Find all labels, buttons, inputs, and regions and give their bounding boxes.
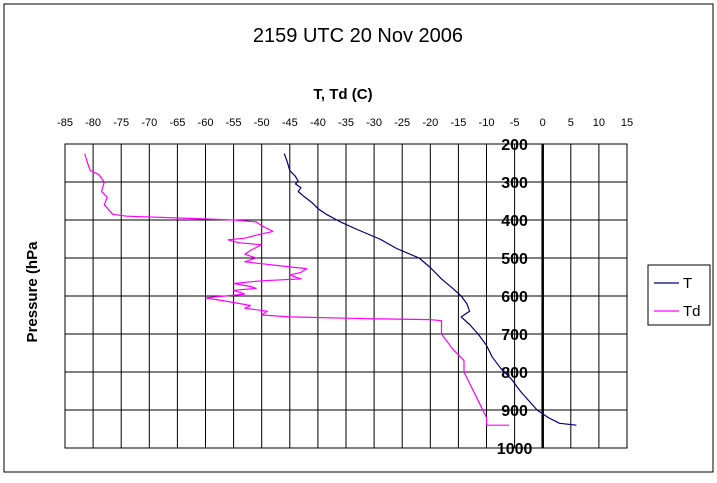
x-tick-label: -65 [169,117,185,129]
y-tick-label: 600 [501,289,528,306]
series-line-t [283,153,577,426]
x-tick-label: -20 [422,117,438,129]
y-tick-label: 400 [501,213,528,230]
x-tick-label: -25 [394,117,410,129]
gridlines [65,144,627,448]
x-tick-label: 0 [540,117,546,129]
y-tick-label: 500 [501,251,528,268]
chart-title: 2159 UTC 20 Nov 2006 [253,25,463,47]
x-axis-title: T, Td (C) [313,86,372,103]
y-tick-labels: 200 300 400 500 600 700 800 900 1000 [497,137,533,458]
y-tick-label: 700 [501,327,528,344]
x-tick-label: -35 [338,117,354,129]
x-tick-label: -50 [254,117,270,129]
x-tick-label: -10 [479,117,495,129]
legend: T Td [647,264,711,326]
x-tick-label: -45 [282,117,298,129]
y-axis-title: Pressure (hPa [24,241,41,343]
legend-label-t: T [683,275,692,292]
x-tick-label: -80 [85,117,101,129]
y-tick-label: 300 [501,175,528,192]
legend-label-td: Td [683,303,701,320]
y-tick-label: 200 [501,137,528,154]
x-tick-label: -30 [366,117,382,129]
x-tick-label: -75 [113,117,129,129]
x-tick-label: -60 [198,117,214,129]
x-tick-label: -70 [141,117,157,129]
x-tick-label: -85 [57,117,73,129]
x-tick-label: -15 [450,117,466,129]
series-lines [84,153,577,426]
legend-box [647,264,711,326]
x-tick-label: 10 [593,117,605,129]
x-tick-label: -40 [310,117,326,129]
x-tick-label: 15 [621,117,633,129]
x-tick-label: -55 [226,117,242,129]
y-tick-label: 900 [501,403,528,420]
x-tick-label: -5 [510,117,520,129]
y-tick-label: 1000 [497,441,533,458]
y-tick-label: 800 [501,365,528,382]
series-line-td [84,153,509,426]
x-tick-labels: -85 -80 -75 -70 -65 -60 -55 -50 -45 -40 -35 -30 -25-… [57,117,633,129]
x-tick-label: 5 [568,117,574,129]
